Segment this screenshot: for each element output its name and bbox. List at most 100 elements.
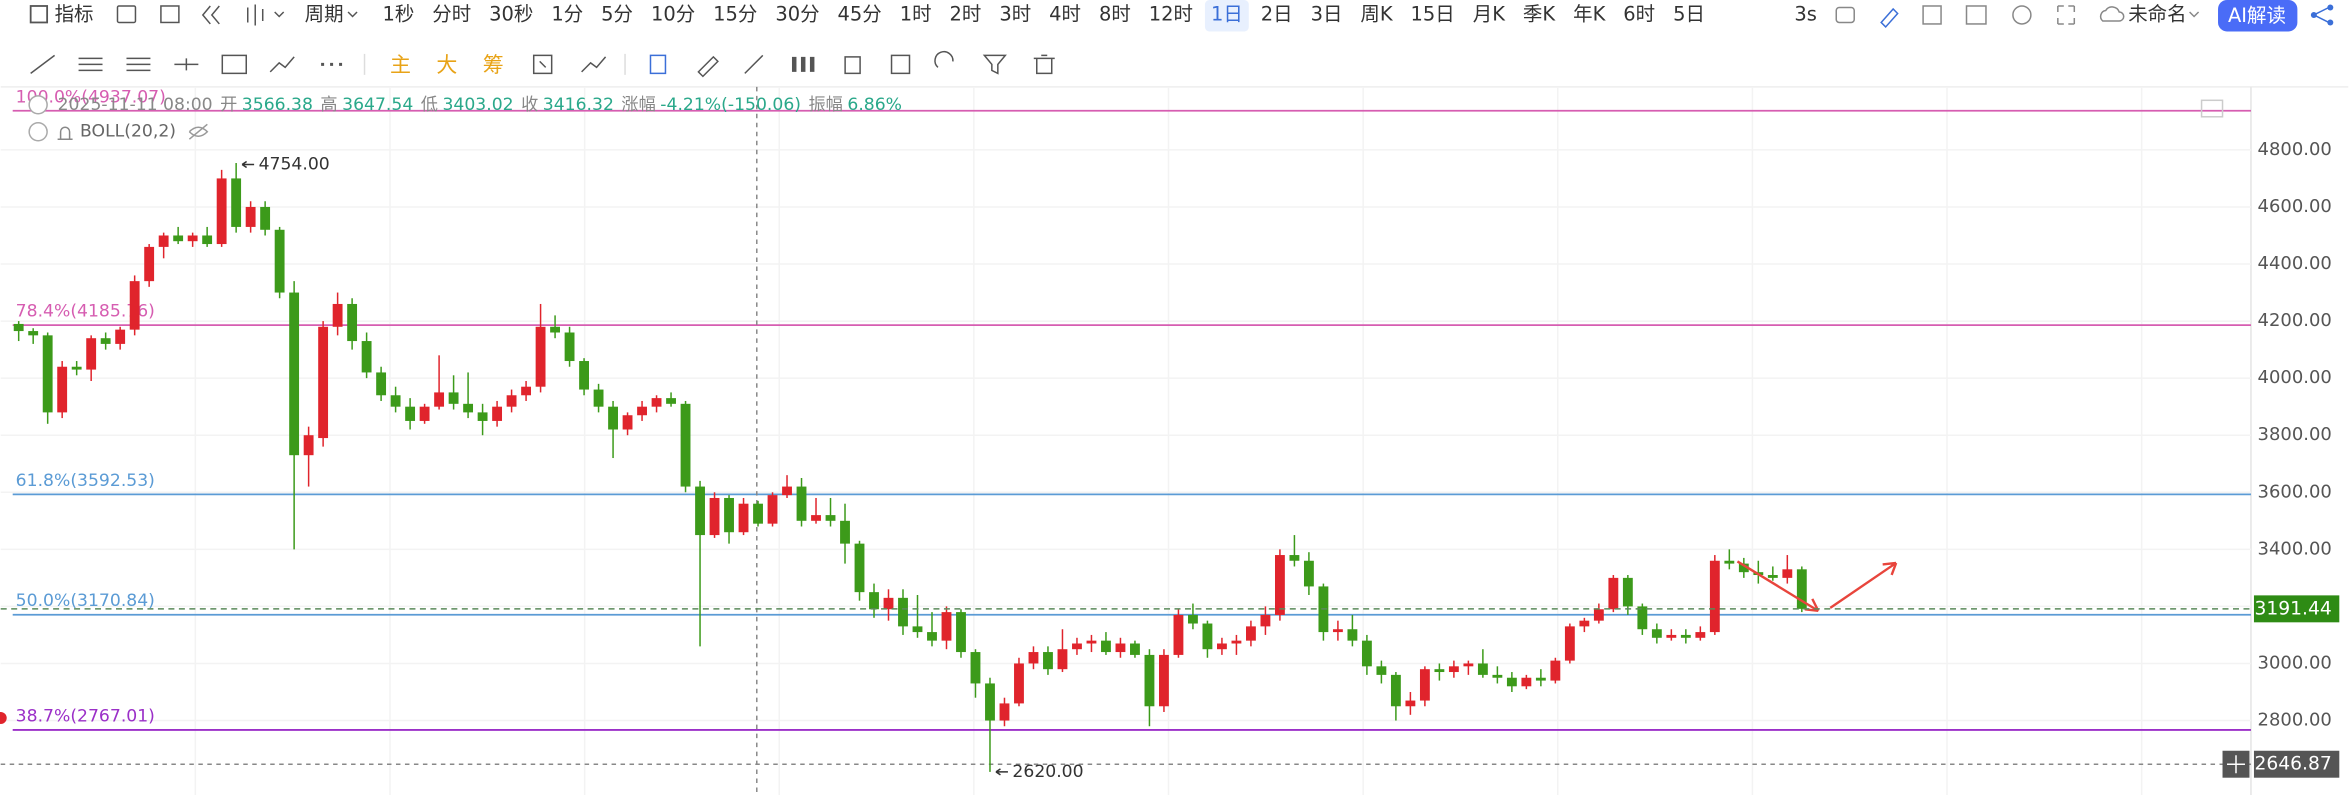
interval-button[interactable]: 10分 — [651, 2, 695, 25]
fib-label: 100.0%(4937.07) — [16, 87, 166, 107]
candle-body — [42, 335, 53, 413]
candle-body — [28, 331, 39, 336]
interval-button[interactable]: 年K — [1573, 2, 1606, 25]
cloud-icon — [2099, 6, 2125, 22]
interval-button[interactable]: 45分 — [838, 2, 882, 25]
interval-button[interactable]: 季K — [1523, 2, 1556, 25]
chart-type-icon[interactable] — [247, 4, 285, 26]
interval-button[interactable]: 4时 — [1049, 2, 1081, 25]
candle-body — [956, 612, 966, 653]
hide-icon[interactable] — [188, 123, 209, 140]
interval-button[interactable]: 30秒 — [489, 2, 533, 25]
measure-tool[interactable] — [532, 54, 553, 75]
ai-button-bg[interactable] — [2218, 0, 2298, 32]
interval-button[interactable]: 5分 — [601, 2, 633, 25]
period-button[interactable]: 周期 — [305, 2, 344, 25]
candle-body — [1738, 563, 1749, 573]
interval-button[interactable]: 2时 — [950, 2, 982, 25]
overlay-button[interactable]: 筹 — [483, 53, 504, 77]
candle-body — [332, 303, 343, 327]
candle-body — [1101, 640, 1111, 653]
layout-icon[interactable] — [160, 5, 180, 24]
delete-tool[interactable] — [1033, 54, 1055, 75]
ai-button[interactable]: AI解读 — [2228, 4, 2286, 27]
candle-body — [1622, 577, 1633, 607]
interval-button[interactable]: 8时 — [1099, 2, 1131, 25]
candle-body — [898, 597, 908, 627]
interval-button[interactable]: 分时 — [432, 2, 471, 25]
interval-button[interactable]: 1秒 — [382, 2, 414, 25]
info-field-label: 开 — [220, 95, 237, 115]
interval-button[interactable]: 15日 — [1411, 2, 1455, 25]
candle-body — [361, 341, 372, 373]
interval-button[interactable]: 3时 — [999, 2, 1031, 25]
line-tool[interactable] — [30, 54, 56, 74]
rect-tool[interactable] — [221, 54, 248, 75]
interval-button[interactable]: 3日 — [1311, 2, 1343, 25]
interval-button[interactable]: 1时 — [900, 2, 932, 25]
interval-button[interactable]: 1日 — [1211, 2, 1243, 25]
info-field-value: 3566.38 — [242, 95, 313, 115]
interval-button[interactable]: 5日 — [1673, 2, 1705, 25]
bars-tool[interactable] — [791, 56, 815, 72]
fullscreen-icon[interactable] — [2057, 5, 2076, 25]
share-dot — [2310, 11, 2317, 18]
overlay-buttons: 主大筹 — [390, 53, 504, 77]
channel-tool[interactable] — [126, 57, 151, 72]
candle-body — [448, 392, 459, 404]
interval-button[interactable]: 30分 — [775, 2, 819, 25]
copy-tool[interactable] — [649, 54, 667, 75]
fib-label: 38.7%(2767.01) — [16, 706, 155, 726]
interval-button[interactable]: 2日 — [1261, 2, 1293, 25]
interval-button[interactable]: 周K — [1360, 2, 1393, 25]
note-tool[interactable] — [890, 54, 911, 75]
indicator-toggle[interactable] — [28, 122, 48, 142]
interval-button[interactable]: 月K — [1473, 2, 1506, 25]
collapse-icon[interactable] — [2200, 99, 2224, 118]
y-tick-label: 3000.00 — [2258, 652, 2332, 673]
interval-button[interactable]: 15分 — [713, 2, 757, 25]
screen-icon[interactable] — [1965, 5, 1987, 25]
layout-name[interactable]: 未命名 — [2128, 2, 2186, 25]
info-toggle[interactable] — [28, 95, 48, 115]
candle-body — [840, 520, 850, 544]
magnet-tool[interactable] — [934, 50, 954, 68]
candle-body — [1477, 663, 1488, 675]
fib-tool[interactable] — [581, 56, 607, 73]
pen-tool[interactable] — [744, 54, 764, 74]
interval-button[interactable]: 1分 — [551, 2, 583, 25]
top-toolbar: 指标 周期 1秒 分时 30秒 1分 5分 10分 15分 30分 45分 1时 2时 3时 4时 8时 1… — [29, 0, 2334, 32]
y-tick-label: 4800.00 — [2258, 139, 2332, 160]
candle-body — [506, 395, 517, 407]
info-field-value: 6.86% — [847, 95, 902, 115]
window-icon[interactable] — [1922, 5, 1942, 25]
overlay-button[interactable]: 主 — [390, 53, 411, 77]
candle-body — [1593, 609, 1604, 621]
candle-body — [86, 338, 97, 370]
candle-body — [651, 398, 662, 407]
calendar-icon[interactable] — [116, 5, 137, 24]
lock-tool[interactable] — [844, 56, 861, 75]
ohlc-info: 2025-11-11 08:00 开 3566.38 高 3647.54 低 3403.02… — [58, 95, 902, 115]
overlay-button[interactable]: 大 — [436, 53, 457, 77]
refresh-button[interactable]: 3s — [1794, 2, 1817, 25]
hline-tool[interactable] — [174, 58, 199, 71]
ruler-tool[interactable] — [697, 55, 719, 78]
candle-body — [1666, 634, 1677, 638]
candle-body — [738, 503, 749, 533]
path-tool[interactable] — [269, 56, 295, 73]
y-tick-label: 4400.00 — [2258, 253, 2332, 274]
settings-icon[interactable] — [2012, 5, 2032, 25]
parallel-tool[interactable] — [78, 57, 103, 72]
alert-dot — [0, 711, 7, 724]
interval-button[interactable]: 6时 — [1623, 2, 1655, 25]
candle-body — [1521, 677, 1532, 687]
filter-tool[interactable] — [982, 54, 1007, 75]
interval-button[interactable]: 12时 — [1149, 2, 1193, 25]
candle-body — [129, 281, 140, 330]
draw-icon[interactable] — [1880, 7, 1899, 29]
indicators-button[interactable]: 指标 — [55, 2, 94, 25]
share-dot — [2327, 19, 2334, 26]
back-icon[interactable] — [201, 5, 220, 25]
camera-icon[interactable] — [1835, 6, 1855, 24]
